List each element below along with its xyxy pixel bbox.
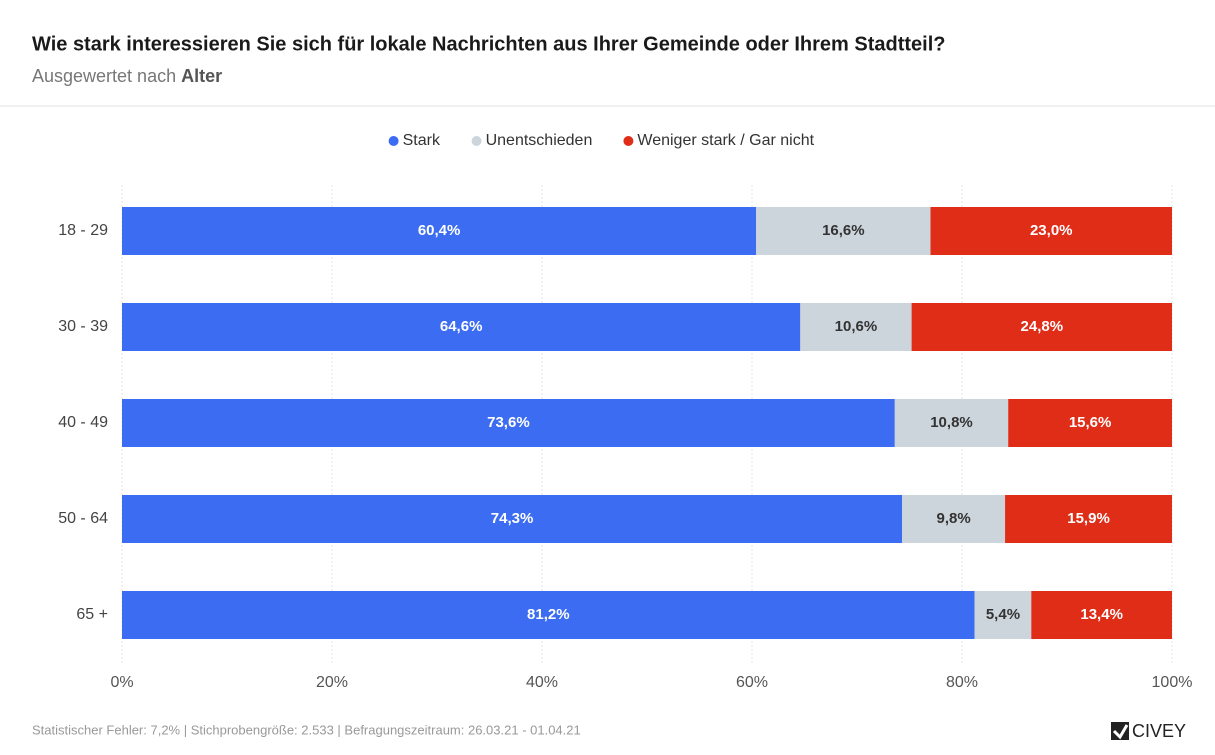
data-label: 64,6% bbox=[440, 318, 483, 335]
legend-label: Weniger stark / Gar nicht bbox=[637, 132, 814, 149]
y-tick-label: 50 - 64 bbox=[58, 510, 108, 527]
subtitle-emphasis: Alter bbox=[181, 66, 222, 86]
x-tick-label: 20% bbox=[316, 674, 348, 691]
data-label: 10,6% bbox=[835, 318, 878, 335]
bar-segment bbox=[122, 591, 975, 639]
y-tick-label: 40 - 49 bbox=[58, 414, 108, 431]
y-tick-label: 65 + bbox=[76, 606, 108, 623]
subtitle-text: Ausgewertet nach bbox=[32, 66, 176, 86]
bar-segment bbox=[122, 207, 757, 255]
legend-label: Stark bbox=[403, 132, 441, 149]
bar-segment bbox=[122, 399, 895, 447]
bar-segment bbox=[902, 495, 1006, 543]
y-tick-label: 30 - 39 bbox=[58, 318, 108, 335]
data-label: 15,9% bbox=[1067, 510, 1110, 527]
logo: CIVEY bbox=[1111, 721, 1186, 741]
legend-label: Unentschieden bbox=[486, 132, 593, 149]
data-label: 15,6% bbox=[1069, 414, 1112, 431]
x-tick-label: 0% bbox=[110, 674, 133, 691]
bar-segment bbox=[800, 303, 912, 351]
data-label: 13,4% bbox=[1080, 606, 1123, 623]
data-label: 16,6% bbox=[822, 222, 865, 239]
bar-segment bbox=[894, 399, 1009, 447]
legend-marker bbox=[471, 136, 482, 146]
data-label: 9,8% bbox=[936, 510, 970, 527]
data-label: 81,2% bbox=[527, 606, 570, 623]
bar-segment bbox=[1031, 591, 1172, 639]
bar-segment bbox=[1005, 495, 1172, 543]
legend-marker bbox=[623, 136, 634, 146]
x-tick-label: 40% bbox=[526, 674, 558, 691]
bar-segment bbox=[911, 303, 1172, 351]
data-label: 5,4% bbox=[986, 606, 1020, 623]
bar-segment bbox=[122, 495, 903, 543]
x-tick-label: 80% bbox=[946, 674, 978, 691]
data-label: 10,8% bbox=[930, 414, 973, 431]
data-label: 60,4% bbox=[418, 222, 461, 239]
y-tick-label: 18 - 29 bbox=[58, 222, 108, 239]
data-label: 73,6% bbox=[487, 414, 530, 431]
note: Statistischer Fehler: 7,2% | Stichproben… bbox=[32, 722, 581, 737]
data-label: 24,8% bbox=[1021, 318, 1064, 335]
x-tick-label: 60% bbox=[736, 674, 768, 691]
bar-segment bbox=[930, 207, 1172, 255]
chart-subtitle: Ausgewertet nach Alter bbox=[32, 66, 222, 86]
logo-text: CIVEY bbox=[1132, 721, 1186, 741]
x-tick-label: 100% bbox=[1152, 674, 1193, 691]
data-label: 74,3% bbox=[491, 510, 534, 527]
bar-segment bbox=[974, 591, 1032, 639]
bar-segment bbox=[1008, 399, 1172, 447]
chart-title: Wie stark interessieren Sie sich für lok… bbox=[32, 33, 945, 55]
legend-marker bbox=[388, 136, 399, 146]
logo-check bbox=[1112, 724, 1129, 740]
bar-segment bbox=[756, 207, 931, 255]
bar-segment bbox=[122, 303, 801, 351]
data-label: 23,0% bbox=[1030, 222, 1073, 239]
